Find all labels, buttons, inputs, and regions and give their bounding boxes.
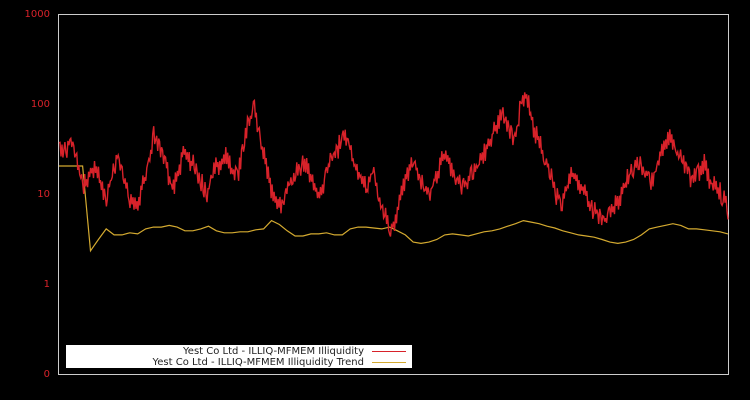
legend-item-trend: Yest Co Ltd - ILLIQ-MFMEM Illiquidity Tr… [152, 357, 406, 368]
legend-label: Yest Co Ltd - ILLIQ-MFMEM Illiquidity [183, 346, 364, 357]
y-tick-label: 1000 [24, 9, 50, 20]
legend: Yest Co Ltd - ILLIQ-MFMEM Illiquidity Ye… [66, 345, 412, 368]
legend-swatch-gold [372, 362, 406, 363]
series-layer [58, 92, 729, 253]
legend-label: Yest Co Ltd - ILLIQ-MFMEM Illiquidity Tr… [152, 357, 364, 368]
series-illiquidity-line [58, 92, 729, 237]
y-tick-label: 10 [37, 189, 50, 200]
series-trend-line [59, 165, 729, 253]
legend-swatch-red [372, 351, 406, 352]
y-tick-label: 0 [43, 369, 50, 380]
y-tick-label: 1 [43, 279, 50, 290]
y-tick-label: 100 [30, 99, 50, 110]
legend-item-illiquidity: Yest Co Ltd - ILLIQ-MFMEM Illiquidity [183, 346, 406, 357]
plot-frame [58, 14, 729, 375]
